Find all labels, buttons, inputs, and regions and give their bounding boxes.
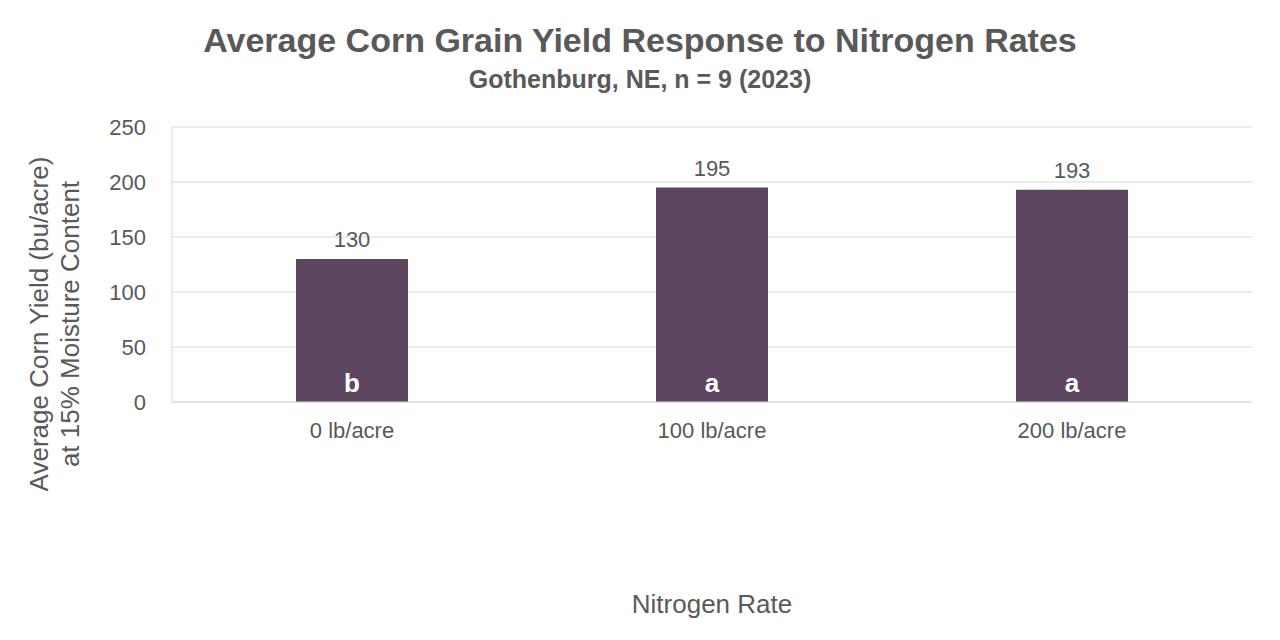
html-text:Average Corn Grain Yield Respo: Average Corn Grain Yield Response to Nit… [203, 21, 1077, 59]
svg-text:0: 0 [134, 390, 146, 415]
svg-text:50: 50 [122, 335, 146, 360]
svg-text:150: 150 [109, 225, 146, 250]
svg-text:193: 193 [1054, 158, 1091, 183]
svg-text:200: 200 [109, 170, 146, 195]
html-text:Gothenburg, NE, n = 9 (2023): Gothenburg, NE, n = 9 (2023) [468, 65, 812, 93]
html-text:Average Corn Yield (bu/acre): Average Corn Yield (bu/acre) [24, 156, 54, 492]
svg-text:130: 130 [334, 227, 371, 252]
html-text:at 15% Moisture Content: at 15% Moisture Content [55, 180, 85, 468]
svg-text:0 lb/acre: 0 lb/acre [310, 418, 394, 443]
svg-text:195: 195 [694, 156, 731, 181]
svg-text:a: a [705, 368, 720, 398]
html-text:Nitrogen Rate: Nitrogen Rate [631, 589, 793, 619]
svg-text:100: 100 [109, 280, 146, 305]
svg-text:b: b [344, 368, 360, 398]
svg-text:100 lb/acre: 100 lb/acre [658, 418, 767, 443]
svg-text:a: a [1065, 368, 1080, 398]
svg-text:200 lb/acre: 200 lb/acre [1018, 418, 1127, 443]
svg-text:250: 250 [109, 115, 146, 140]
